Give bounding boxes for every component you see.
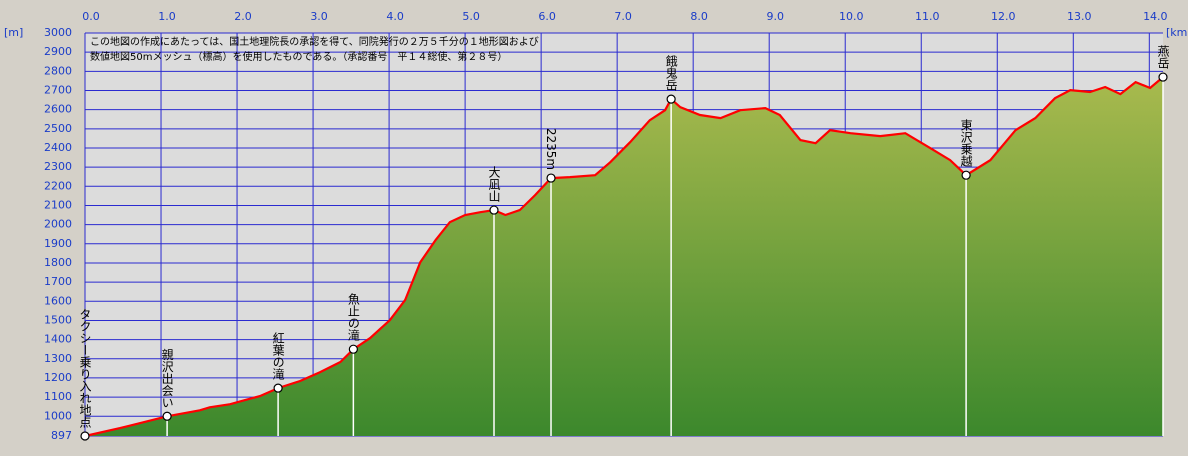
waypoint-marker xyxy=(961,170,971,180)
y-tick-label: 3000 xyxy=(44,26,72,39)
y-tick-label: 2800 xyxy=(44,64,72,77)
x-tick-label: 14.0 xyxy=(1143,10,1168,23)
waypoint-label: 紅葉の滝 xyxy=(271,332,285,380)
x-tick-label: 2.0 xyxy=(234,10,252,23)
y-tick-label: 2200 xyxy=(44,179,72,192)
y-tick-label: 2400 xyxy=(44,141,72,154)
x-tick-label: 5.0 xyxy=(462,10,480,23)
x-tick-label: 11.0 xyxy=(915,10,940,23)
x-tick-label: 6.0 xyxy=(538,10,556,23)
waypoint-label: 東沢乗越 xyxy=(959,119,973,168)
x-tick-label: 9.0 xyxy=(766,10,784,23)
waypoint-label: 餓鬼岳 xyxy=(664,54,678,91)
waypoint-label: タクシー乗り入れ地点 xyxy=(78,308,92,428)
x-tick-label: 3.0 xyxy=(310,10,328,23)
x-tick-label: 8.0 xyxy=(690,10,708,23)
elevation-area xyxy=(85,77,1163,436)
elevation-line xyxy=(84,76,1164,438)
note: 数値地図50mメッシュ（標高）を使用したものである。（承認番号 平１４総使、第２… xyxy=(90,50,507,63)
y-tick-label: 897 xyxy=(51,429,72,442)
waypoint-label: 2235m xyxy=(544,128,558,170)
y-tick-label: 2300 xyxy=(44,160,72,173)
waypoint-label: 親沢出会い xyxy=(160,348,174,408)
y-axis-label: [m] xyxy=(4,26,23,39)
y-tick-label: 1800 xyxy=(44,256,72,269)
waypoint-marker xyxy=(666,94,676,104)
waypoint-marker xyxy=(348,344,358,354)
note: この地図の作成にあたっては、国土地理院長の承認を得て、同院発行の２万５千分の１地… xyxy=(90,35,539,48)
waypoint-marker xyxy=(489,205,499,215)
x-tick-label: 0.0 xyxy=(82,10,100,23)
waypoint-label: 大凪山 xyxy=(487,166,501,202)
y-tick-label: 2000 xyxy=(44,218,72,231)
y-tick-label: 2500 xyxy=(44,122,72,135)
y-tick-label: 1100 xyxy=(44,390,72,403)
y-tick-label: 1200 xyxy=(44,371,72,384)
y-tick-label: 1500 xyxy=(44,313,72,326)
y-tick-label: 2600 xyxy=(44,103,72,116)
waypoint-marker xyxy=(80,431,90,441)
waypoint-label: 燕岳 xyxy=(1156,45,1170,69)
y-tick-label: 1700 xyxy=(44,275,72,288)
x-axis-label: [km] xyxy=(1166,26,1188,39)
x-tick-label: 7.0 xyxy=(614,10,632,23)
y-tick-label: 2900 xyxy=(44,45,72,58)
y-tick-label: 2700 xyxy=(44,83,72,96)
y-tick-label: 2100 xyxy=(44,198,72,211)
waypoint-marker xyxy=(273,383,283,393)
x-tick-label: 13.0 xyxy=(1067,10,1092,23)
y-tick-label: 1000 xyxy=(44,409,72,422)
x-tick-label: 12.0 xyxy=(991,10,1016,23)
waypoint-marker xyxy=(1158,72,1168,82)
y-tick-label: 1300 xyxy=(44,352,72,365)
y-tick-label: 1900 xyxy=(44,237,72,250)
waypoint-marker xyxy=(546,173,556,183)
waypoint-label: 魚止の滝 xyxy=(346,293,360,341)
x-tick-label: 10.0 xyxy=(839,10,864,23)
y-tick-label: 1600 xyxy=(44,294,72,307)
x-tick-label: 4.0 xyxy=(386,10,404,23)
y-tick-label: 1400 xyxy=(44,333,72,346)
waypoint-marker xyxy=(162,411,172,421)
x-tick-label: 1.0 xyxy=(158,10,176,23)
